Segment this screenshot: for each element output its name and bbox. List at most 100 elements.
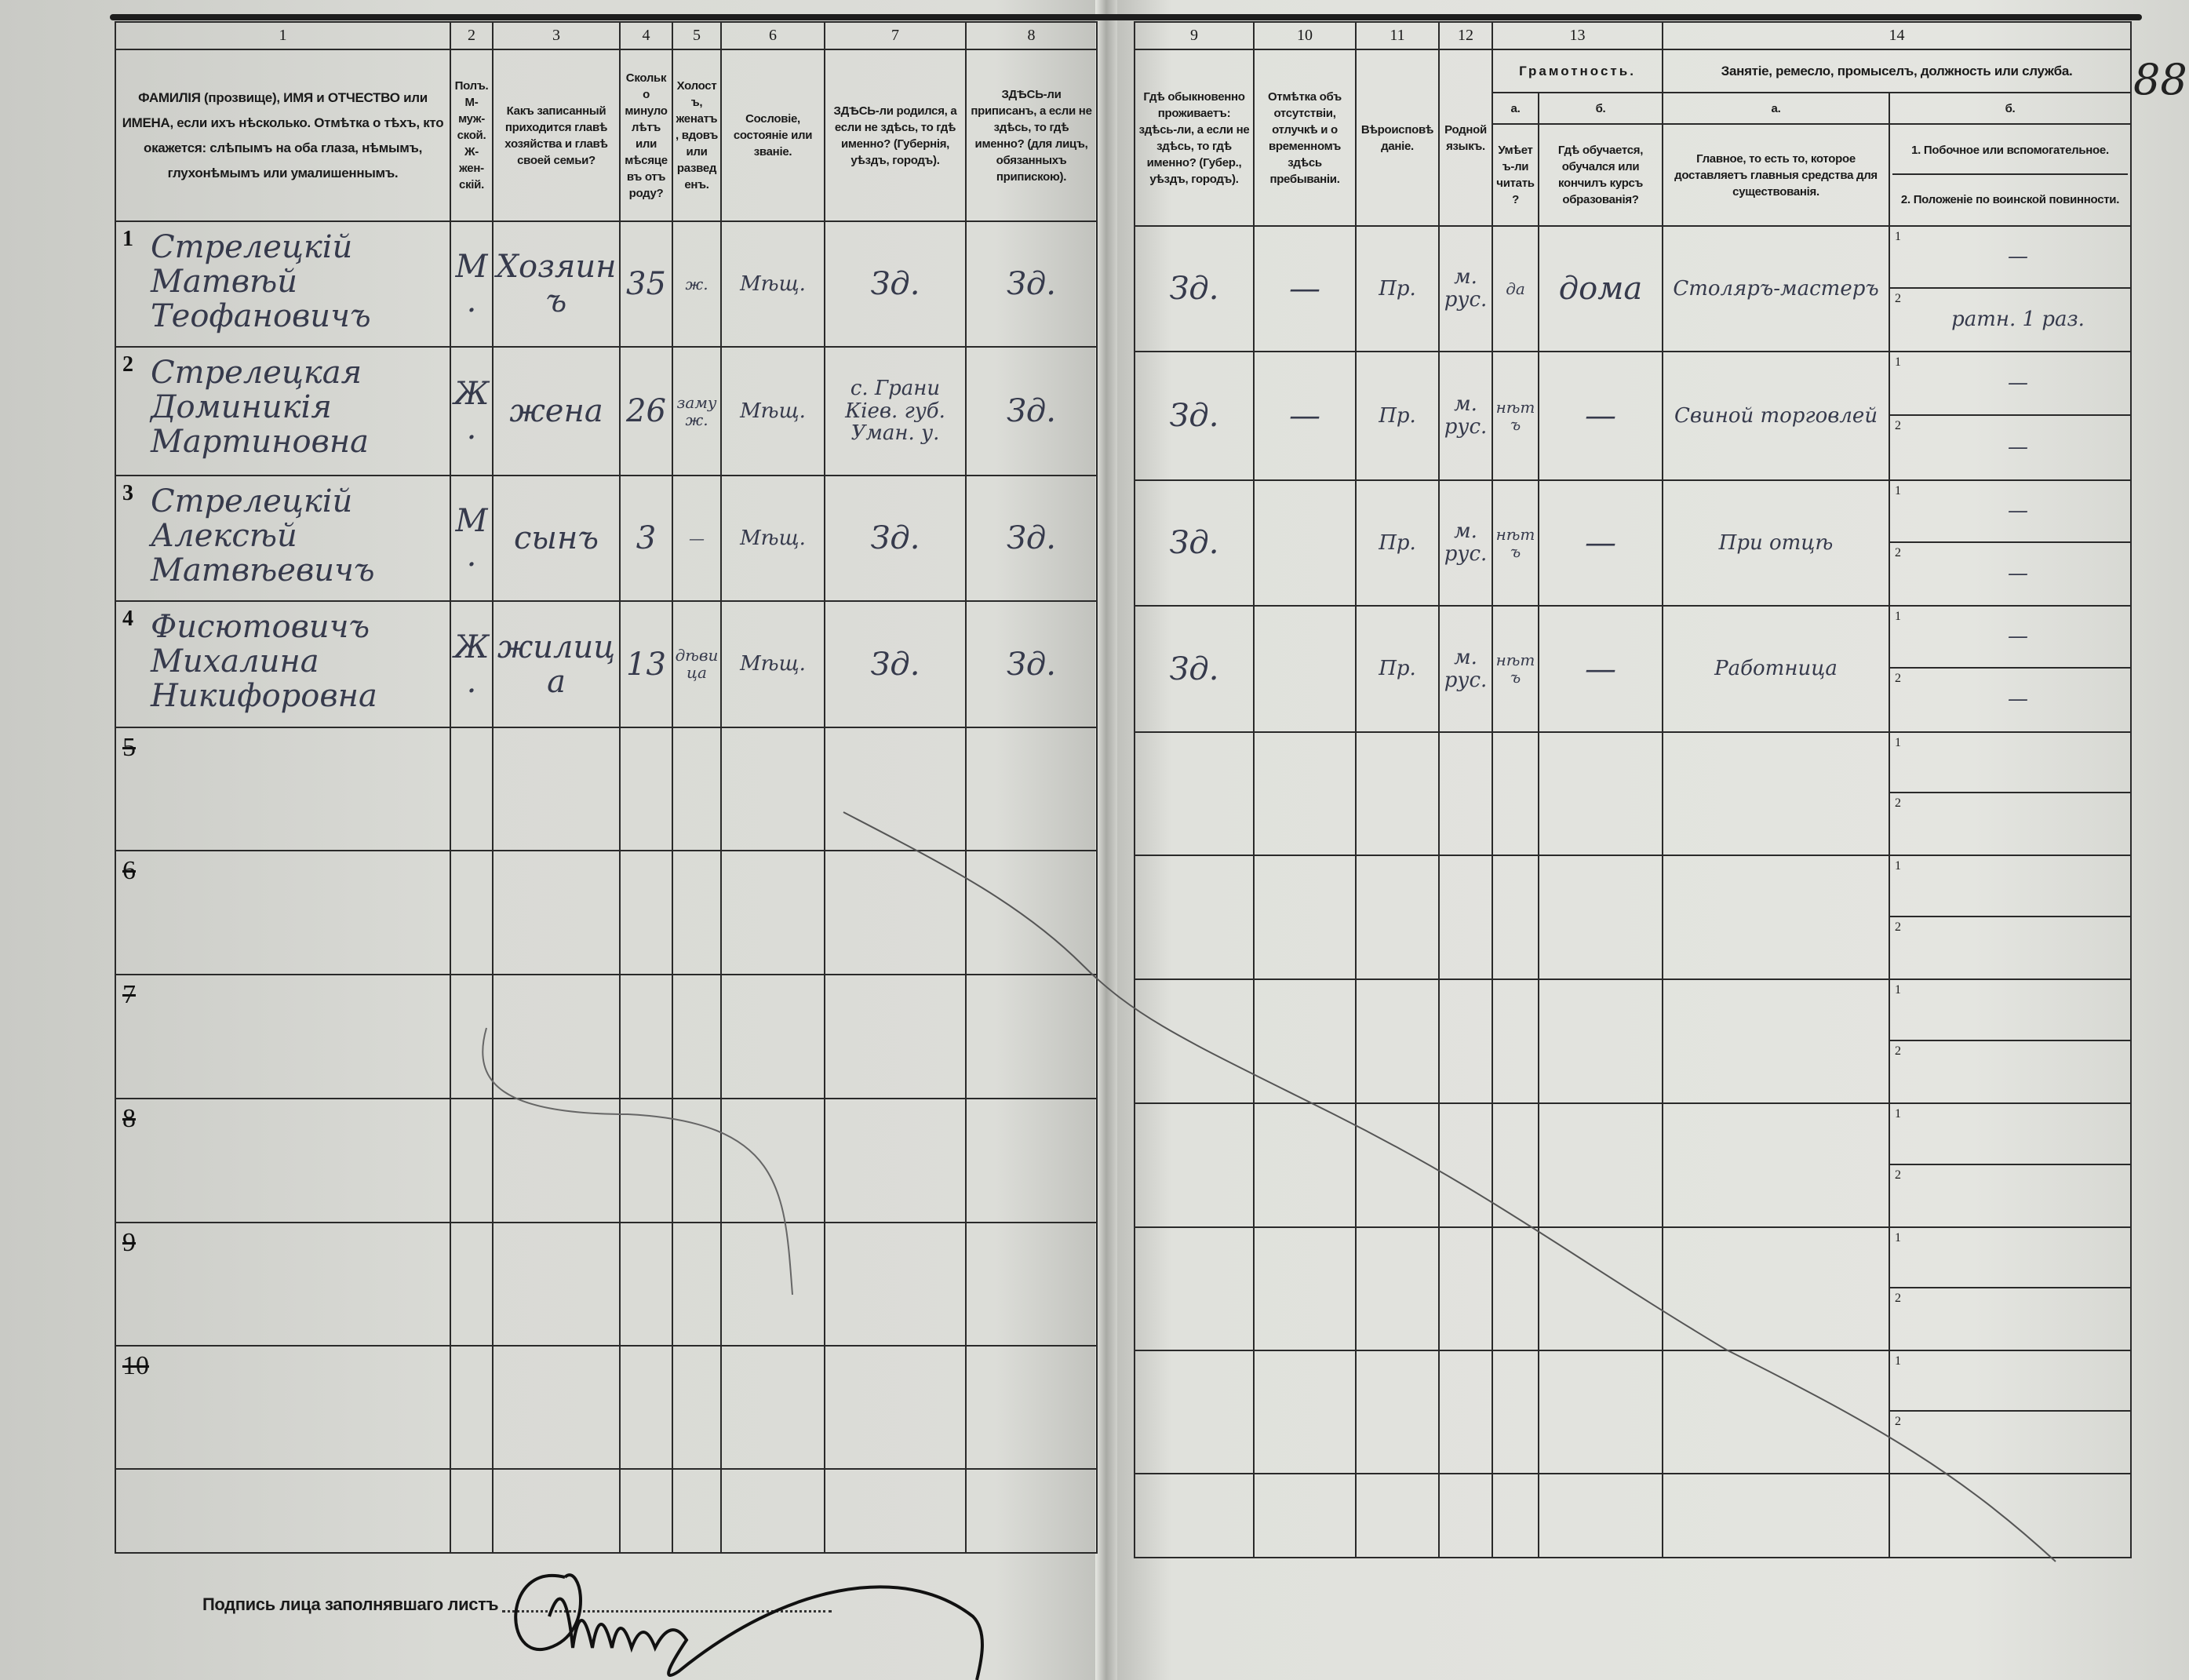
estate-value: Мѣщ. — [740, 526, 806, 550]
sub-cell-military: 2 — [1891, 1041, 2129, 1102]
table-row: 7 — [115, 974, 1098, 1099]
occupation-value: Работница — [1714, 657, 1838, 681]
sex-value: Ж. — [453, 629, 490, 700]
table-row: 9 — [115, 1222, 1098, 1347]
cell-registered — [965, 1222, 1098, 1347]
cell-registered — [965, 1345, 1098, 1470]
cell-estate: Мѣщ. — [720, 600, 825, 728]
col-header-religion: Вѣроисповѣданіе. — [1355, 49, 1440, 227]
cell-language — [1438, 731, 1493, 856]
cell-sex — [450, 727, 494, 851]
page-number: 88 — [2133, 55, 2187, 104]
sub-cell-military: 2 ратн. 1 раз. — [1891, 289, 2129, 350]
cell-residence — [1134, 731, 1255, 856]
cell-religion — [1355, 1350, 1440, 1474]
sub-cell-secondary: 1— — [1891, 482, 2129, 543]
cell-born: Зд. — [824, 475, 967, 602]
col-header-name: ФАМИЛІЯ (прозвище), ИМЯ и ОТЧЕСТВО или И… — [115, 49, 451, 222]
col-number-3: 3 — [492, 21, 621, 50]
estate-value: Мѣщ. — [740, 652, 806, 676]
cell-relation — [492, 1345, 621, 1470]
religion-value: Пр. — [1379, 657, 1416, 681]
military-value: — — [2008, 562, 2028, 586]
military-value: — — [2008, 687, 2028, 712]
relation-value: сынъ — [514, 520, 599, 556]
cell-absence — [1253, 1102, 1357, 1228]
cell-age — [619, 1222, 673, 1347]
cell-can_read — [1492, 1102, 1539, 1228]
cell-relation: жена — [492, 346, 621, 476]
blank-cell — [1438, 1473, 1493, 1558]
cell-occupation: Столяръ-мастеръ — [1662, 225, 1890, 352]
sub-label: 2 — [1895, 1415, 1901, 1428]
cell-age: 13 — [619, 600, 673, 728]
row-number: 1 — [122, 227, 133, 251]
sub-cell-secondary: 1— — [1891, 353, 2129, 416]
row-number: 2 — [122, 352, 133, 377]
cell-can_read — [1492, 855, 1539, 980]
cell-marital: — — [672, 475, 722, 602]
table-row: 6 — [115, 850, 1098, 975]
cell-sex: М. — [450, 475, 494, 602]
cell-residence — [1134, 978, 1255, 1104]
language-value: м. рус. — [1444, 265, 1488, 312]
marital-value: замуж. — [676, 392, 717, 429]
cell-school — [1538, 731, 1663, 856]
cell-residence — [1134, 855, 1255, 980]
cell-estate — [720, 1098, 825, 1223]
cell-estate: Мѣщ. — [720, 220, 825, 348]
cell-age: 35 — [619, 220, 673, 348]
occupation-value: Столяръ-мастеръ — [1673, 276, 1879, 301]
cell-school — [1538, 1102, 1663, 1228]
cell-language: м. рус. — [1438, 479, 1493, 607]
school-value: — — [1585, 525, 1616, 561]
row-number: 6 — [122, 856, 136, 885]
sub-cell-secondary: 1 — [1891, 1352, 2129, 1412]
sub-cell-secondary: 1 — [1891, 1105, 2129, 1165]
cell-absence — [1253, 1226, 1357, 1351]
cell-relation — [492, 1098, 621, 1223]
cell-occupation: При отцѣ — [1662, 479, 1890, 607]
col-header-absence: Отмѣтка объ отсутствіи, отлучкѣ и о врем… — [1253, 49, 1357, 227]
blank-cell — [1355, 1473, 1440, 1558]
age-value: 13 — [626, 646, 666, 683]
blank-cell — [492, 1468, 621, 1554]
cell-school: дома — [1538, 225, 1663, 352]
cell-born — [824, 1222, 967, 1347]
cell-religion: Пр. — [1355, 225, 1440, 352]
blank-cell — [1662, 1473, 1890, 1558]
cell-sex — [450, 1345, 494, 1470]
cell-born — [824, 727, 967, 851]
cell-sex — [450, 974, 494, 1099]
cell-name: 7 — [115, 974, 451, 1099]
col-number-13: 13 — [1492, 21, 1663, 50]
col-header-estate: Сословіе, состояніе или званіе. — [720, 49, 825, 222]
sub-label: 1 — [1895, 1107, 1901, 1121]
cell-marital — [672, 1222, 722, 1347]
language-value: м. рус. — [1444, 392, 1488, 439]
cell-registered — [965, 850, 1098, 975]
sub-label: 2 — [1895, 1168, 1901, 1182]
cell-residence: Зд. — [1134, 605, 1255, 733]
occupation-value: При отцѣ — [1718, 530, 1834, 555]
marital-value: дѣвица — [675, 646, 719, 682]
col-number-9: 9 — [1134, 21, 1255, 50]
cell-religion — [1355, 1102, 1440, 1228]
sub-cell-military: 2 — [1891, 793, 2129, 854]
col-number-5: 5 — [672, 21, 722, 50]
col-number-1: 1 — [115, 21, 451, 50]
cell-can_read — [1492, 1350, 1539, 1474]
cell-residence: Зд. — [1134, 225, 1255, 352]
born-value: Зд. — [870, 646, 920, 683]
cell-registered: Зд. — [965, 346, 1098, 476]
sub-header-13b: б. — [1538, 92, 1663, 125]
cell-religion: Пр. — [1355, 351, 1440, 481]
cell-religion: Пр. — [1355, 605, 1440, 733]
cell-estate — [720, 1222, 825, 1347]
cell-language: м. рус. — [1438, 351, 1493, 481]
col-number-8: 8 — [965, 21, 1098, 50]
cell-name: 3 Стрелецкій Алексѣй Матвѣевичъ — [115, 475, 451, 602]
cell-school — [1538, 1226, 1663, 1351]
